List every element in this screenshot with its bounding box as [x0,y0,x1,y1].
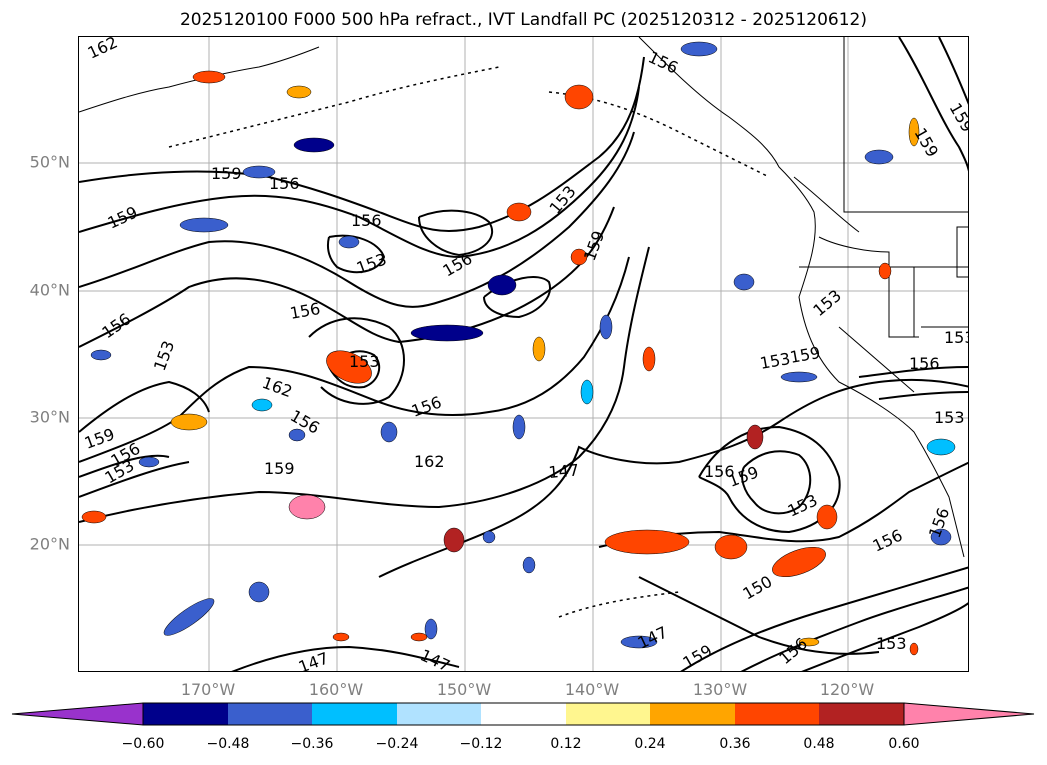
contour-label: 153 [944,328,969,347]
latitude-label: 40°N [29,280,70,300]
colorbar-segment [566,703,650,725]
longitude-label: 140°W [564,680,620,699]
longitude-label: 120°W [819,680,875,699]
colorbar-tick-label: −0.12 [459,736,503,752]
contour-label: 153 [876,634,907,653]
colorbar-tick-label: 0.60 [888,736,920,752]
contour-label: 153 [354,249,389,277]
map-canvas: 162 156 159 156 159 156 153 156 153 159 … [79,37,969,672]
contour-label: 159 [211,164,242,183]
longitude-label: 160°W [308,680,364,699]
contour-label: 156 [909,354,940,373]
colorbar-segment [650,703,735,725]
contour-label: 153 [150,338,178,373]
contour-label: 162 [260,373,295,401]
colorbar-tick-label: −0.24 [375,736,419,752]
contour-label: 153 [758,349,791,373]
contour-label: 147 [635,622,671,652]
contour-label-group: 162 156 159 156 159 156 153 156 153 159 … [82,37,969,672]
contour-label: 156 [288,299,321,323]
colorbar-tick-label: 0.12 [550,736,582,752]
colorbar-tick-label: 0.36 [719,736,751,752]
contour-label: 147 [417,645,453,672]
colorbar-extend-low [11,702,144,726]
colorbar-tick-label: −0.36 [290,736,334,752]
contour-label: 156 [870,525,906,555]
contour-label: 150 [740,572,776,604]
contour-label: 153 [546,182,580,218]
contour-label: 159 [580,228,608,263]
colorbar-tick-label: 0.48 [803,736,835,752]
colorbar-segment [819,703,904,725]
contour-lines [79,37,968,671]
colorbar-segment [481,703,566,725]
colorbar-segment [735,703,819,725]
latitude-label: 30°N [29,407,70,427]
colorbar [11,702,1035,726]
contour-label: 159 [264,459,295,478]
latitude-label: 50°N [29,152,70,172]
contour-label: 162 [85,37,121,63]
contour-label: 156 [704,462,735,481]
contour-label: 156 [351,211,382,230]
contour-label: 153 [934,408,965,427]
longitude-label: 150°W [436,680,492,699]
contour-label: 159 [788,343,821,367]
colorbar-segment [143,703,228,725]
contour-label: 159 [680,641,716,672]
contour-label: 156 [98,309,134,342]
contour-label: 153 [785,490,821,520]
map-title: 2025120100 F000 500 hPa refract., IVT La… [179,10,867,30]
negative-anomalies [90,41,956,649]
colorbar-extend-high [903,702,1035,726]
contour-label: 162 [414,452,445,471]
latitude-label: 20°N [29,534,70,554]
contour-label: 147 [548,460,580,482]
longitude-label: 170°W [180,680,236,699]
colorbar-segment [312,703,397,725]
positive-anomalies [81,70,920,656]
contour-label: 153 [349,352,380,371]
colorbar-tick-label: −0.48 [206,736,250,752]
colorbar-tick-label: 0.24 [634,736,666,752]
colorbar-tick-label: −0.60 [121,736,165,752]
graticule [79,37,968,671]
aleutian-islands [168,66,770,618]
colorbar-segment [397,703,481,725]
contour-label: 159 [105,202,141,232]
contour-label: 156 [269,174,300,193]
contour-label: 156 [409,392,444,420]
longitude-label: 130°W [692,680,748,699]
colorbar-segment [228,703,312,725]
map-plot-area: 162 156 159 156 159 156 153 156 153 159 … [78,36,969,672]
